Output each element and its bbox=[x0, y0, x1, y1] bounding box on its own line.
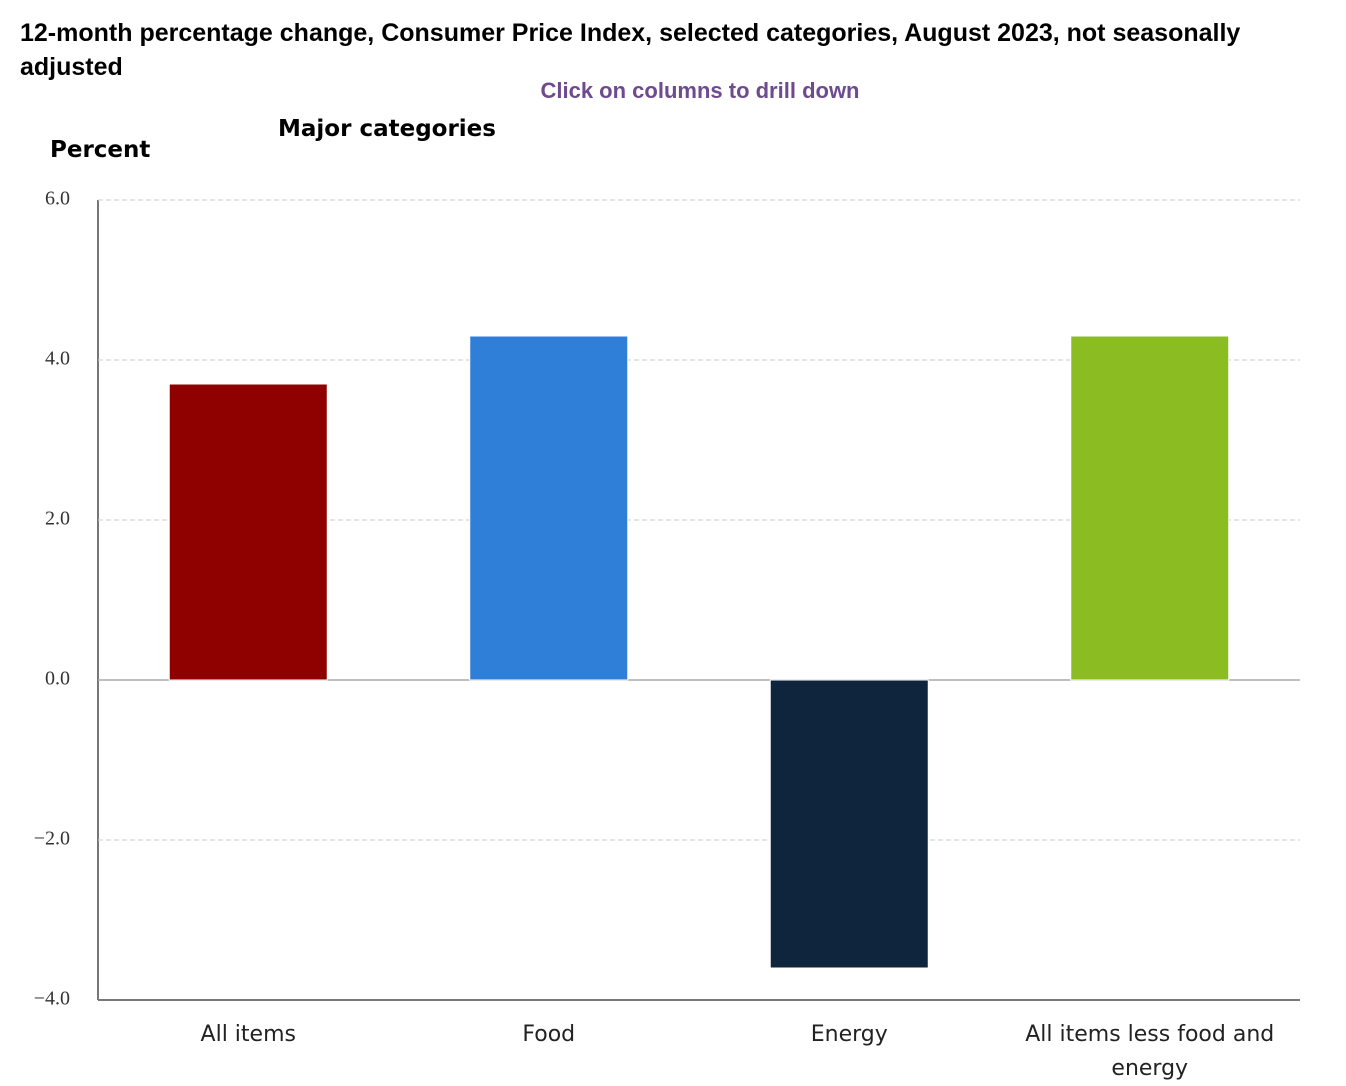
group-label: Major categories bbox=[278, 116, 496, 142]
bar[interactable] bbox=[769, 679, 929, 969]
bar[interactable] bbox=[1070, 335, 1230, 681]
y-tick-label: 0.0 bbox=[45, 668, 70, 690]
bar[interactable] bbox=[469, 335, 629, 681]
y-tick-label: 2.0 bbox=[45, 508, 70, 530]
y-axis-label: Percent bbox=[50, 137, 151, 163]
x-tick-label: All items less food and energy bbox=[1025, 1022, 1275, 1081]
y-tick-label: −4.0 bbox=[34, 988, 70, 1010]
x-tick-label: Energy bbox=[810, 1022, 888, 1047]
y-tick-label: −2.0 bbox=[34, 828, 70, 850]
y-tick-label: 4.0 bbox=[45, 348, 70, 370]
bar[interactable] bbox=[168, 383, 328, 681]
x-tick-label: Food bbox=[522, 1022, 576, 1047]
chart-title: 12-month percentage change, Consumer Pri… bbox=[20, 19, 1241, 81]
y-tick-label: 6.0 bbox=[45, 188, 70, 210]
chart-subtitle: Click on columns to drill down bbox=[540, 78, 860, 103]
x-tick-label: All items bbox=[200, 1022, 296, 1047]
